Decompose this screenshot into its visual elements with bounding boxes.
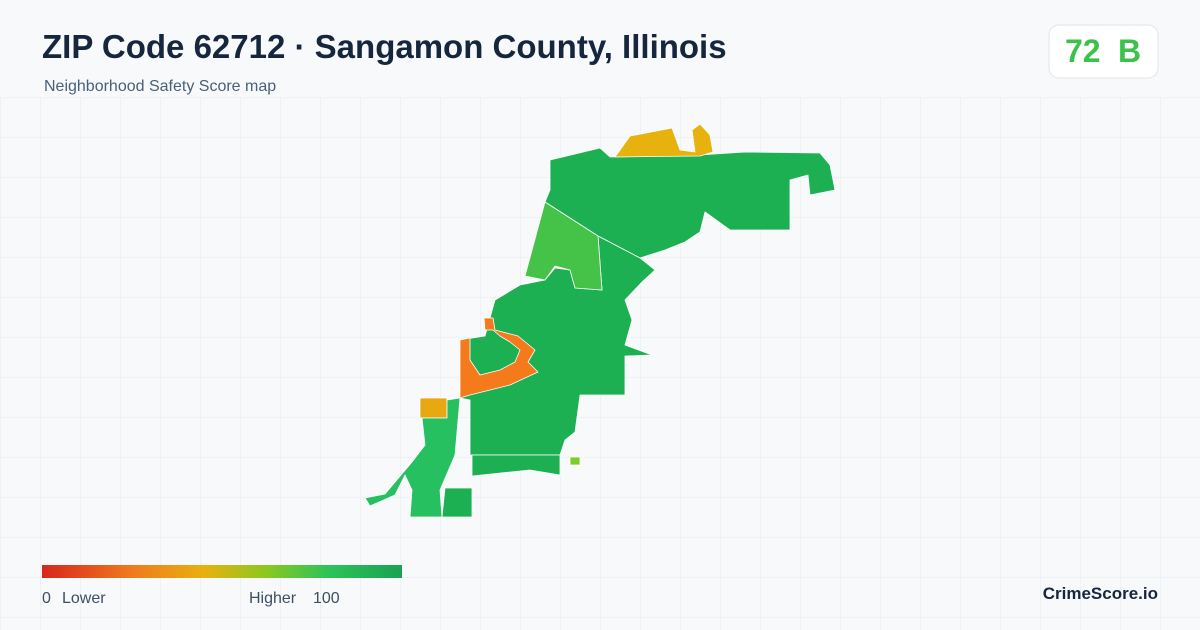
legend-max: 100 bbox=[313, 590, 340, 607]
region bbox=[441, 487, 473, 518]
score-grade: B bbox=[1118, 33, 1141, 69]
legend-high: Higher bbox=[249, 590, 297, 607]
score-badge bbox=[1048, 24, 1159, 79]
legend-min: 0 bbox=[42, 590, 51, 607]
map-regions bbox=[364, 123, 836, 518]
legend-low: Lower bbox=[62, 590, 106, 607]
region bbox=[569, 456, 581, 466]
region bbox=[614, 123, 714, 158]
region bbox=[459, 317, 539, 399]
brand: CrimeScore.io bbox=[1043, 584, 1158, 603]
region bbox=[524, 201, 603, 291]
region bbox=[471, 454, 561, 477]
score-value: 72 bbox=[1065, 33, 1101, 69]
legend-scale bbox=[42, 565, 402, 578]
region bbox=[459, 235, 656, 456]
region bbox=[419, 397, 448, 419]
title: ZIP Code 62712 · Sangamon County, Illino… bbox=[42, 28, 727, 65]
subtitle: Neighborhood Safety Score map bbox=[44, 78, 276, 95]
region bbox=[364, 397, 461, 518]
